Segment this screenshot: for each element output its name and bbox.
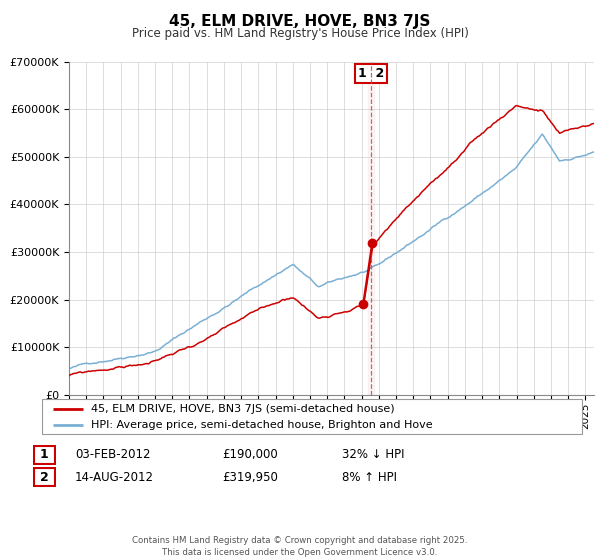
Text: Price paid vs. HM Land Registry's House Price Index (HPI): Price paid vs. HM Land Registry's House …	[131, 27, 469, 40]
Text: 1  2: 1 2	[358, 67, 384, 80]
Text: £319,950: £319,950	[222, 470, 278, 484]
Text: £190,000: £190,000	[222, 448, 278, 461]
FancyBboxPatch shape	[34, 468, 55, 486]
Bar	[368, 62, 374, 395]
Text: HPI: Average price, semi-detached house, Brighton and Hove: HPI: Average price, semi-detached house,…	[91, 419, 432, 430]
Text: 8% ↑ HPI: 8% ↑ HPI	[342, 470, 397, 484]
Text: 45, ELM DRIVE, HOVE, BN3 7JS (semi-detached house): 45, ELM DRIVE, HOVE, BN3 7JS (semi-detac…	[91, 404, 394, 414]
Text: 45, ELM DRIVE, HOVE, BN3 7JS: 45, ELM DRIVE, HOVE, BN3 7JS	[169, 14, 431, 29]
Text: 2: 2	[40, 470, 49, 484]
Text: 03-FEB-2012: 03-FEB-2012	[75, 448, 151, 461]
Text: Contains HM Land Registry data © Crown copyright and database right 2025.
This d: Contains HM Land Registry data © Crown c…	[132, 536, 468, 557]
FancyBboxPatch shape	[34, 446, 55, 464]
Text: 14-AUG-2012: 14-AUG-2012	[75, 470, 154, 484]
Text: 1: 1	[40, 448, 49, 461]
Text: 32% ↓ HPI: 32% ↓ HPI	[342, 448, 404, 461]
FancyBboxPatch shape	[42, 399, 582, 434]
